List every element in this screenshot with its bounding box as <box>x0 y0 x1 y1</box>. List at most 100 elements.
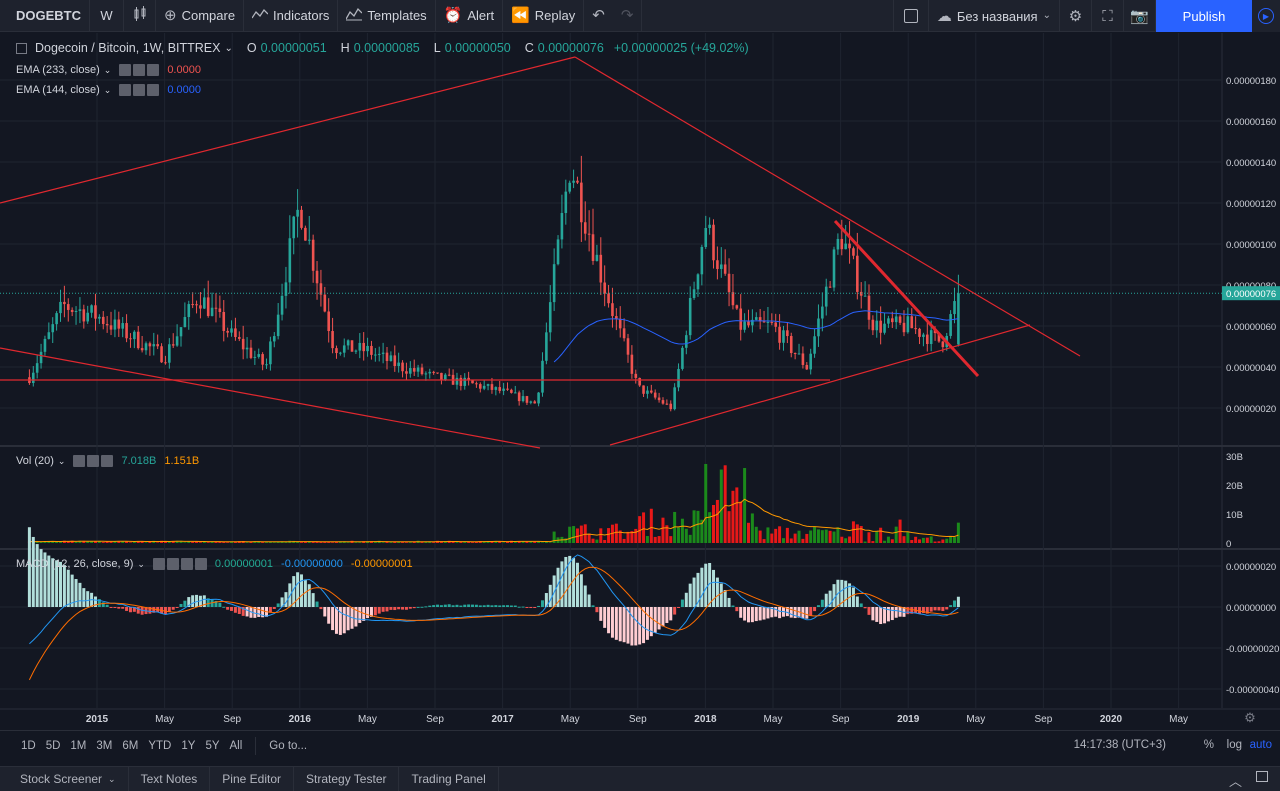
indicators-button[interactable]: Indicators <box>244 0 339 32</box>
interval-button[interactable]: W <box>90 0 124 32</box>
volume-bar <box>206 542 210 543</box>
alert-label: Alert <box>467 8 495 23</box>
candle-body <box>346 340 350 346</box>
macd-histogram-bar <box>591 605 595 607</box>
time-tick-label: May <box>155 714 174 725</box>
macd-histogram-bar <box>366 607 370 619</box>
symbol-label: DOGEBTC <box>16 8 81 23</box>
goto-button[interactable]: Go to... <box>269 739 308 752</box>
candle-body <box>646 390 649 394</box>
tab-trading-panel[interactable]: Trading Panel <box>399 766 499 791</box>
chevron-down-icon: ⌄ <box>57 455 66 466</box>
clock[interactable]: 14:17:38 (UTC+3) <box>1073 739 1166 751</box>
top-toolbar: DOGEBTC W ⊕ Compare Indicators Templates… <box>0 0 1280 32</box>
volume-bar <box>148 541 152 543</box>
chart-type-button[interactable] <box>124 0 156 32</box>
tab-text-notes[interactable]: Text Notes <box>129 766 211 791</box>
trendline-lower-left <box>0 347 541 449</box>
eye-icon[interactable] <box>73 455 86 467</box>
candle-body <box>665 403 669 405</box>
ema144-legend[interactable]: EMA (144, close) ⌄ 0.0000 <box>16 84 201 96</box>
settings-icon[interactable] <box>133 84 146 96</box>
volume-bar <box>171 540 175 543</box>
tab-pine-editor[interactable]: Pine Editor <box>210 766 294 791</box>
timeframe-6m[interactable]: 6M <box>122 739 139 752</box>
volume-bar <box>595 539 599 543</box>
eye-icon[interactable] <box>119 84 132 96</box>
time-tick-label: Sep <box>223 714 241 725</box>
auto-scale-toggle[interactable]: auto <box>1249 739 1272 751</box>
candle-body <box>580 182 583 223</box>
timeframe-1y[interactable]: 1Y <box>181 739 196 752</box>
close-icon[interactable] <box>101 455 114 467</box>
alert-button[interactable]: ⏰ Alert <box>436 0 504 32</box>
collapse-icon[interactable] <box>16 42 27 54</box>
volume-bar <box>136 541 140 543</box>
candle-body <box>786 330 789 337</box>
volume-bar <box>875 530 879 543</box>
main-series-legend[interactable]: Dogecoin / Bitcoin, 1W, BITTREX ⌄ O 0.000… <box>16 41 749 55</box>
trendline-upper-left <box>0 56 576 204</box>
timeframe-5y[interactable]: 5Y <box>205 739 220 752</box>
volume-legend[interactable]: Vol (20) ⌄ 7.018B 1.151B <box>16 455 199 467</box>
macd-histogram-bar <box>778 607 782 619</box>
tab-strategy-tester[interactable]: Strategy Tester <box>294 766 400 791</box>
settings-button[interactable]: ⚙ <box>1060 0 1092 32</box>
compare-button[interactable]: ⊕ Compare <box>156 0 245 32</box>
macd-histogram-bar <box>346 607 350 631</box>
volume-bar <box>642 512 646 543</box>
tab-stock-screener[interactable]: Stock Screener ⌄ <box>0 766 129 791</box>
replay-button[interactable]: ⏪ Replay <box>503 0 585 32</box>
layout-name-button[interactable]: ☁ Без названия ⌄ <box>929 0 1060 32</box>
settings-icon[interactable] <box>133 64 146 76</box>
expand-up-icon[interactable]: ︿ <box>1228 774 1242 789</box>
settings-icon[interactable] <box>166 558 179 570</box>
timeframe-3m[interactable]: 3M <box>96 739 113 752</box>
timeframe-all[interactable]: All <box>229 739 243 752</box>
fullscreen-button[interactable]: ⛶ <box>1092 0 1124 32</box>
percent-scale-toggle[interactable]: % <box>1203 739 1214 751</box>
eye-icon[interactable] <box>152 558 165 570</box>
ema233-label: EMA (233, close) <box>16 64 100 76</box>
volume-bar <box>128 542 132 543</box>
undo-button[interactable]: ↶ <box>584 0 613 32</box>
macd-tick-label: -0.00000020 <box>1226 644 1279 655</box>
maximize-icon[interactable] <box>1256 771 1268 782</box>
timeframe-1d[interactable]: 1D <box>21 739 36 752</box>
redo-button[interactable]: ↷ <box>613 0 643 32</box>
close-icon[interactable] <box>147 64 160 76</box>
play-button[interactable]: ▶ <box>1252 0 1280 32</box>
timeframe-ytd[interactable]: YTD <box>148 739 172 752</box>
candle-body <box>696 274 700 290</box>
macd-histogram-bar <box>439 605 443 607</box>
volume-bar <box>677 527 681 543</box>
chart-area[interactable]: 0.00000180 0.00000160 0.00000140 0.00000120… <box>0 33 1280 730</box>
volume-bar <box>179 540 183 543</box>
volume-bar <box>766 527 770 543</box>
macd-legend[interactable]: MACD (12, 26, close, 9) ⌄ 0.00000001 -0.… <box>16 558 413 570</box>
close-icon[interactable] <box>194 558 207 570</box>
candle-body <box>168 344 171 363</box>
publish-button[interactable]: Publish <box>1156 0 1252 32</box>
macd-histogram-bar <box>78 582 82 607</box>
symbol-search-button[interactable]: DOGEBTC <box>0 0 90 32</box>
volume-bar <box>195 541 199 543</box>
timeframe-5d[interactable]: 5D <box>45 739 61 752</box>
log-scale-toggle[interactable]: log <box>1226 739 1242 751</box>
templates-button[interactable]: Templates <box>338 0 436 32</box>
macd-histogram-bar <box>649 607 653 637</box>
candle-body <box>677 368 680 388</box>
macd-histogram-bar <box>910 607 914 614</box>
chart-canvas[interactable]: 0.00000180 0.00000160 0.00000140 0.00000120… <box>0 33 1280 730</box>
bottom-panel-tabs: Stock Screener ⌄ Text Notes Pine Editor … <box>0 766 1280 791</box>
eye-icon[interactable] <box>119 64 132 76</box>
fullscreen-toggle-button[interactable] <box>892 0 929 32</box>
settings-icon[interactable] <box>87 455 100 467</box>
candle-body <box>467 377 470 381</box>
ema233-legend[interactable]: EMA (233, close) ⌄ 0.0000 <box>16 64 201 76</box>
timeframe-1m[interactable]: 1M <box>70 739 87 752</box>
close-icon[interactable] <box>147 84 160 96</box>
braces-icon[interactable] <box>180 558 193 570</box>
snapshot-button[interactable]: 📷 <box>1124 0 1156 32</box>
candle-body <box>59 301 62 314</box>
